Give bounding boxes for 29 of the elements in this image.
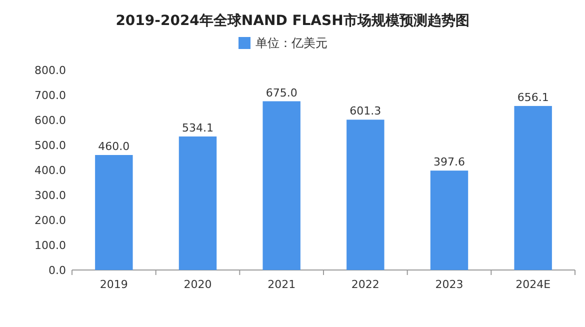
x-tick-label: 2024E <box>516 278 551 291</box>
text: 397.6 <box>434 156 465 169</box>
y-tick-label: 600.0 <box>34 114 66 127</box>
x-tick-label: 2022 <box>351 278 380 291</box>
x-tick-label: 2019 <box>100 278 128 291</box>
text: 675.0 <box>266 86 298 100</box>
bar <box>178 136 217 270</box>
y-tick-label: 100.0 <box>34 239 66 252</box>
text: 656.1 <box>517 90 549 104</box>
x-tick-label: 2023 <box>435 278 464 291</box>
bar <box>95 155 133 270</box>
text: 460.0 <box>98 140 130 153</box>
y-tick-label: 400.0 <box>34 164 66 177</box>
y-tick-label: 0.0 <box>48 264 66 277</box>
text: 534.1 <box>182 121 214 134</box>
text: 601.3 <box>350 104 382 118</box>
bar <box>346 120 384 270</box>
y-tick-label: 500.0 <box>34 139 66 152</box>
y-tick-label: 800.0 <box>34 64 66 77</box>
x-tick-label: 2020 <box>184 278 212 291</box>
y-tick-label: 200.0 <box>34 214 66 227</box>
y-tick-label: 700.0 <box>34 89 66 102</box>
bar <box>430 170 468 270</box>
x-tick-label: 2021 <box>268 278 296 291</box>
legend-label: 单位：亿美元 <box>256 36 328 50</box>
bar <box>514 106 552 270</box>
bar <box>262 101 300 270</box>
y-tick-label: 300.0 <box>34 189 66 202</box>
chart-title: 2019-2024年全球NAND FLASH市场规模预测趋势图 <box>116 12 470 29</box>
